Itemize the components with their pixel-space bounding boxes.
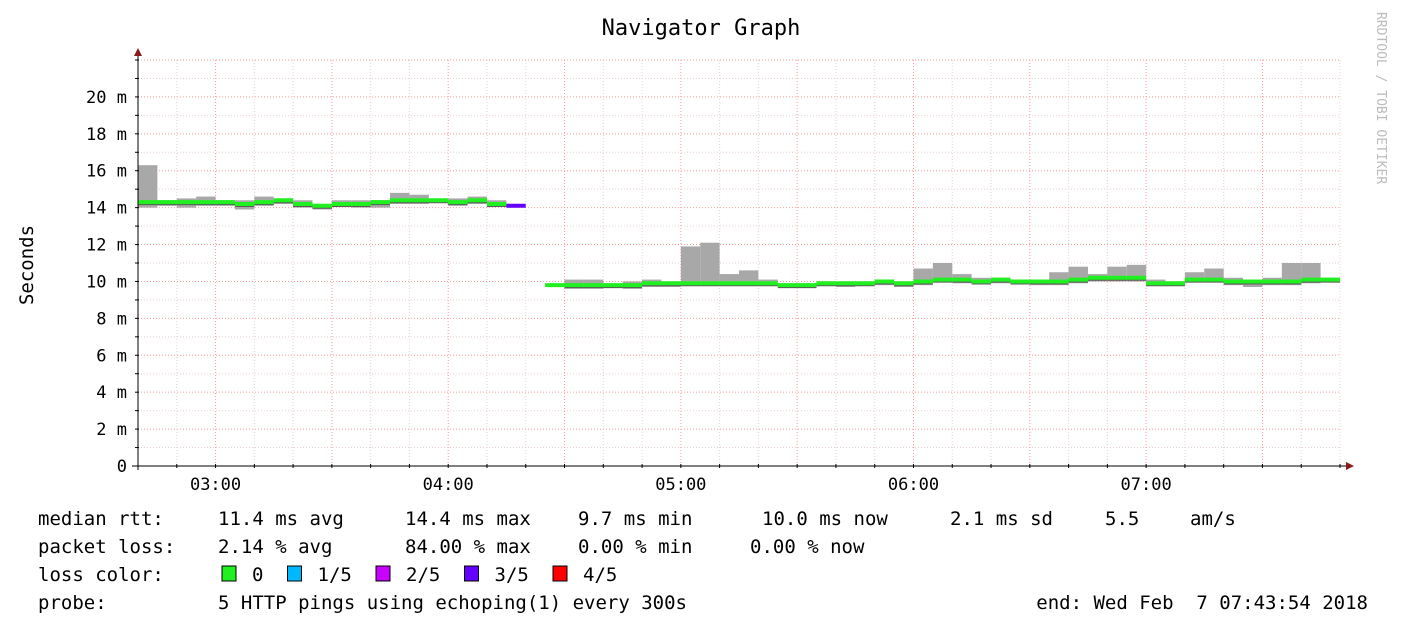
rtt-ams: 5.5	[1105, 508, 1139, 530]
rtt-min: 9.7 ms min	[578, 508, 692, 530]
loss-avg: 2.14 % avg	[218, 536, 332, 558]
loss-color-label: 1/5	[318, 564, 352, 586]
loss-now: 0.00 % now	[750, 536, 865, 558]
legend: median rtt: 11.4 ms avg 14.4 ms max 9.7 …	[38, 508, 1368, 614]
rtt-sd: 2.1 ms sd	[950, 508, 1053, 530]
x-tick-label: 06:00	[888, 475, 939, 495]
y-tick-labels: 0 2 m 4 m 6 m 8 m 10 m 12 m 14 m 16 m 18 m 20 m	[86, 88, 127, 477]
loss-color-swatch	[464, 565, 479, 582]
grid-minor	[137, 60, 1341, 466]
loss-color-swatch	[221, 565, 237, 582]
y-tick-label: 4 m	[96, 383, 127, 403]
y-axis-arrow	[134, 48, 142, 56]
loss-color-swatches: 0 1/5 2/5 3/5 4/5	[221, 564, 617, 586]
x-tick-label: 05:00	[655, 475, 706, 495]
smoke-band	[1184, 272, 1205, 282]
rtt-avg: 11.4 ms avg	[218, 508, 344, 530]
y-tick-label: 18 m	[86, 125, 127, 145]
loss-color-swatch	[375, 565, 391, 582]
y-tick-label: 20 m	[86, 88, 127, 108]
end-time: end: Wed Feb 7 07:43:54 2018	[1036, 592, 1368, 614]
probe-label: probe:	[38, 592, 107, 614]
loss-min: 0.00 % min	[578, 536, 692, 558]
rtt-label: median rtt:	[38, 508, 164, 530]
loss-color-label: 2/5	[406, 564, 440, 586]
chart-title: Navigator Graph	[602, 16, 801, 41]
legend-rtt-row: median rtt: 11.4 ms avg 14.4 ms max 9.7 …	[38, 508, 1236, 530]
smoke-bands	[138, 165, 1340, 289]
y-tick-label: 8 m	[96, 309, 127, 329]
y-tick-label: 14 m	[86, 199, 127, 219]
y-axis-label: Seconds	[16, 225, 38, 305]
color-label: loss color:	[38, 564, 164, 586]
legend-color-row: loss color: 0 1/5 2/5 3/5 4/5	[38, 564, 617, 586]
rtt-ams-unit: am/s	[1190, 508, 1236, 530]
smoke-band	[700, 242, 720, 286]
x-tick-label: 04:00	[423, 475, 474, 495]
median-rtt-series	[138, 198, 1340, 288]
loss-color-label: 3/5	[495, 564, 529, 586]
legend-probe-row: probe: 5 HTTP pings using echoping(1) ev…	[38, 592, 1368, 614]
x-tick-labels: 03:00 04:00 05:00 06:00 07:00	[190, 475, 1172, 495]
x-tick-label: 07:00	[1121, 475, 1172, 495]
y-tick-label: 2 m	[96, 420, 127, 440]
smoke-band	[138, 165, 158, 208]
probe-text: 5 HTTP pings using echoping(1) every 300…	[218, 592, 687, 614]
y-tick-label: 16 m	[86, 162, 127, 182]
loss-color-swatch	[552, 565, 568, 582]
smoke-band	[719, 274, 739, 286]
axes	[132, 48, 1354, 470]
smoke-band	[932, 263, 953, 282]
legend-loss-row: packet loss: 2.14 % avg 84.00 % max 0.00…	[38, 536, 865, 558]
loss-color-label: 0	[252, 564, 263, 586]
rtt-max: 14.4 ms max	[405, 508, 531, 530]
y-tick-label: 6 m	[96, 346, 127, 366]
y-tick-label: 0	[117, 457, 127, 477]
y-tick-label: 10 m	[86, 272, 127, 292]
loss-label: packet loss:	[38, 536, 175, 558]
loss-color-label: 4/5	[583, 564, 617, 586]
x-axis-arrow	[1346, 462, 1354, 470]
rtt-now: 10.0 ms now	[762, 508, 888, 530]
watermark: RRDTOOL / TOBI OETIKER	[1373, 12, 1388, 184]
loss-max: 84.00 % max	[405, 536, 531, 558]
y-tick-label: 12 m	[86, 236, 127, 256]
smoke-band	[680, 246, 701, 286]
x-tick-label: 03:00	[190, 475, 241, 495]
loss-color-swatch	[287, 565, 302, 582]
